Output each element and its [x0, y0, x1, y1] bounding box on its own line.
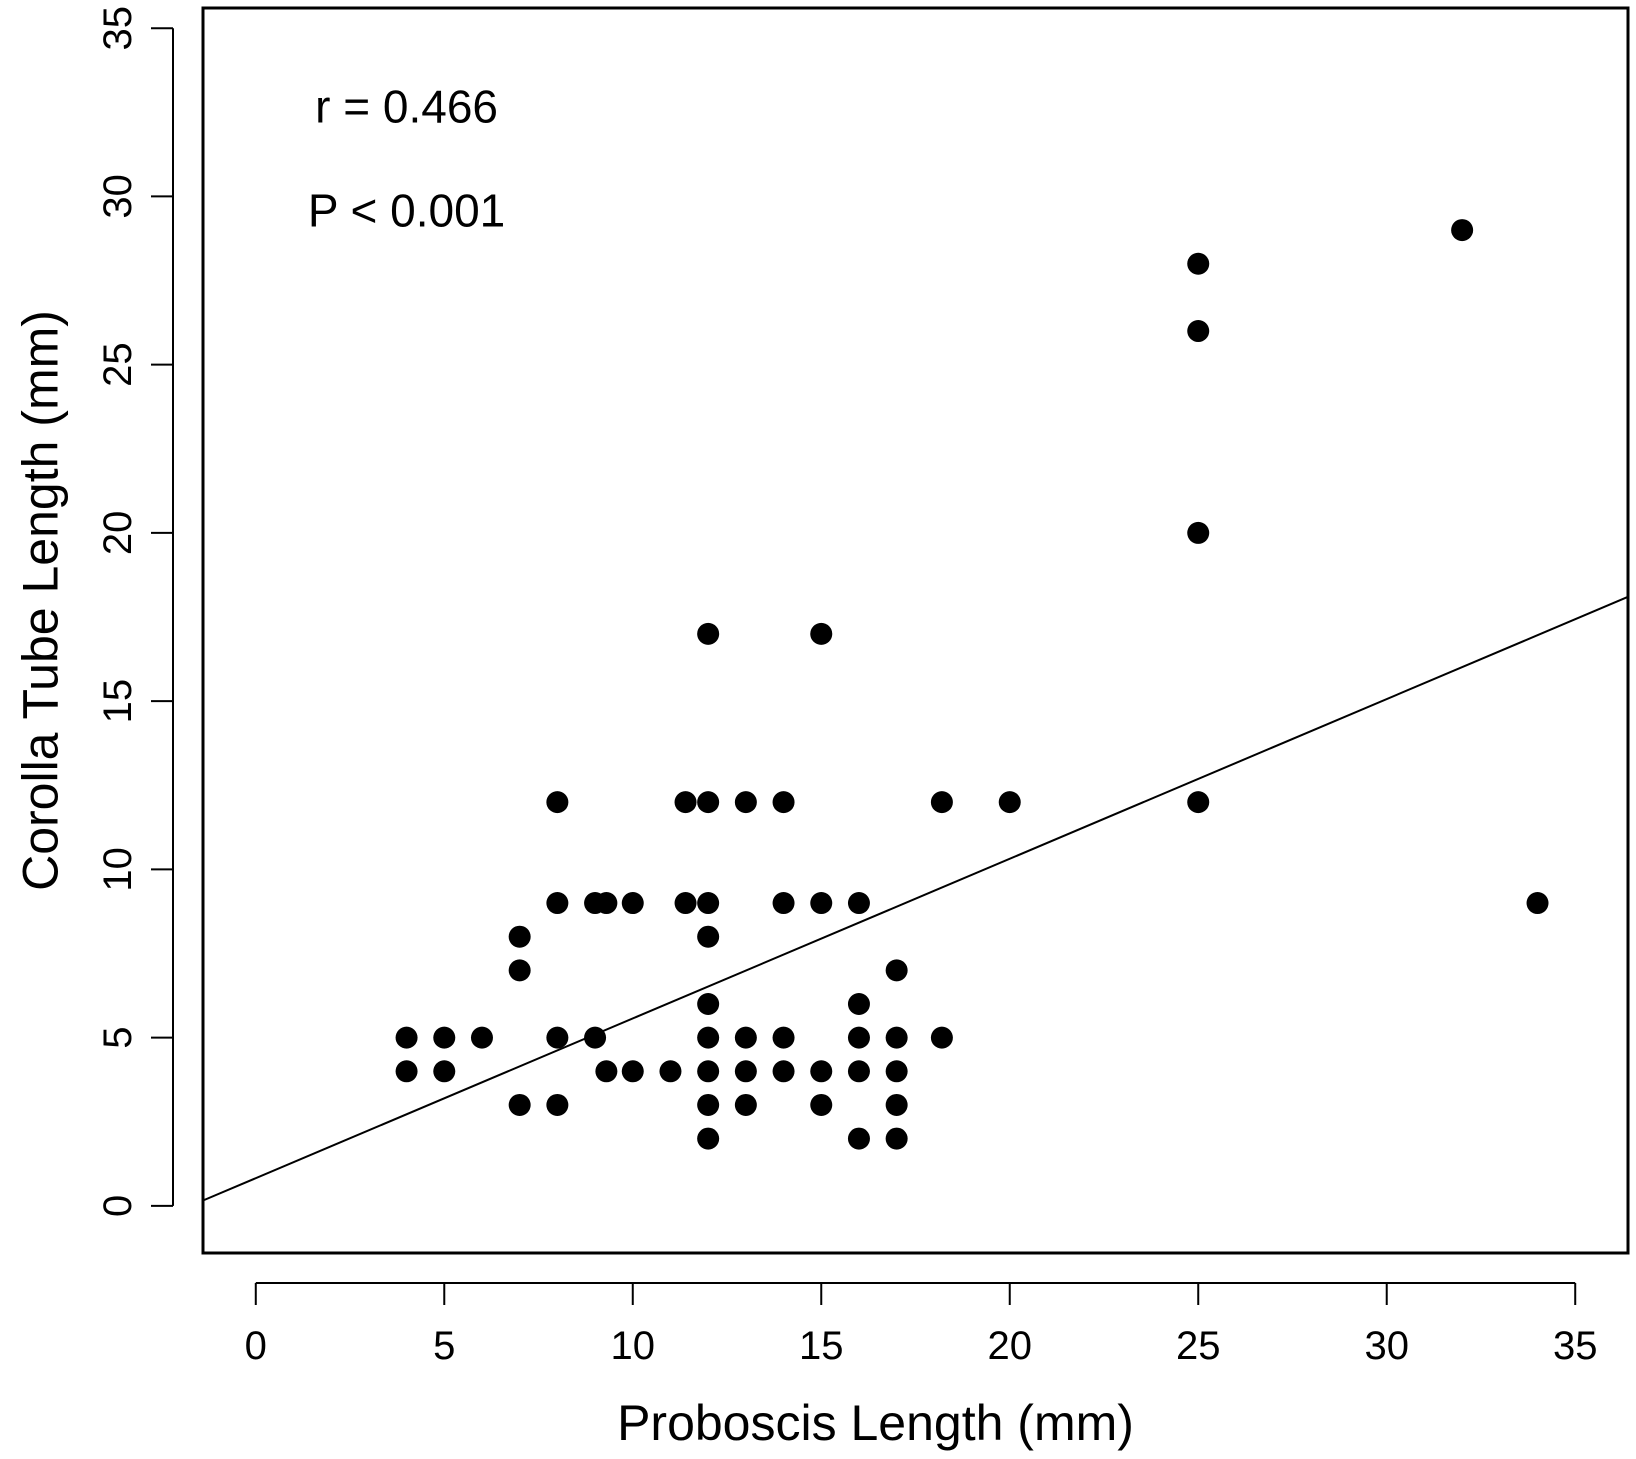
x-tick-label: 20 [987, 1324, 1032, 1368]
y-tick-label: 20 [96, 511, 140, 556]
data-point [674, 892, 697, 915]
data-point [508, 1093, 531, 1116]
data-point [595, 1060, 618, 1083]
regression-line [202, 595, 1629, 1202]
data-point [546, 1026, 569, 1049]
data-point [885, 1026, 908, 1049]
data-point [885, 1060, 908, 1083]
x-axis-label: Proboscis Length (mm) [617, 1395, 1134, 1451]
data-point [772, 1060, 795, 1083]
data-point [810, 622, 833, 645]
y-tick-label: 5 [96, 1027, 140, 1049]
y-axis-label: Corolla Tube Length (mm) [13, 310, 69, 891]
y-tick-label: 15 [96, 679, 140, 724]
data-point [470, 1026, 493, 1049]
data-point [810, 892, 833, 915]
data-point [697, 1060, 720, 1083]
x-axis: 0 5 10 15 20 25 30 35 [245, 1282, 1598, 1368]
y-tick-label: 0 [96, 1195, 140, 1217]
data-point [674, 791, 697, 814]
data-point [697, 622, 720, 645]
plot-frame [201, 6, 1630, 1255]
y-tick-label: 25 [96, 342, 140, 387]
data-point [395, 1026, 418, 1049]
data-point [697, 892, 720, 915]
data-point [621, 892, 644, 915]
annotations: r = 0.466 P < 0.001 [308, 80, 505, 236]
data-point [885, 959, 908, 982]
data-point [734, 791, 757, 814]
data-point [433, 1026, 456, 1049]
data-point [697, 993, 720, 1015]
data-point [546, 791, 569, 814]
x-tick-label: 0 [245, 1324, 267, 1368]
x-tick-label: 10 [611, 1324, 656, 1368]
annotation-text: r = 0.466 [315, 80, 498, 132]
data-points [395, 219, 1549, 1150]
data-point [847, 1026, 870, 1049]
x-tick-label: 30 [1364, 1324, 1409, 1368]
data-point [847, 1127, 870, 1150]
data-point [847, 993, 870, 1015]
data-point [772, 892, 795, 915]
data-point [772, 1026, 795, 1049]
data-point [734, 1026, 757, 1049]
data-point [697, 925, 720, 948]
y-tick-label: 35 [96, 6, 140, 51]
data-point [595, 892, 618, 915]
data-point [697, 1127, 720, 1150]
data-point [546, 1093, 569, 1116]
data-point [998, 791, 1021, 814]
data-point [546, 892, 569, 915]
data-point [847, 1060, 870, 1083]
data-point [885, 1093, 908, 1116]
y-axis: 0 5 10 15 20 25 30 35 [96, 6, 174, 1217]
data-point [659, 1060, 682, 1083]
annotation-text: P < 0.001 [308, 185, 505, 237]
data-point [1451, 219, 1474, 242]
data-point [1526, 892, 1549, 915]
x-tick-label: 25 [1176, 1324, 1221, 1368]
data-point [930, 791, 953, 814]
x-tick-label: 35 [1553, 1324, 1598, 1368]
data-point [885, 1127, 908, 1150]
data-point [810, 1093, 833, 1116]
y-tick-label: 30 [96, 174, 140, 219]
data-point [1187, 320, 1210, 343]
data-point [1187, 521, 1210, 544]
data-point [697, 791, 720, 814]
data-point [930, 1026, 953, 1049]
data-point [697, 1093, 720, 1116]
data-point [1187, 252, 1210, 275]
data-point [508, 959, 531, 982]
x-tick-label: 15 [799, 1324, 844, 1368]
data-point [1187, 791, 1210, 814]
y-tick-label: 10 [96, 847, 140, 892]
data-point [621, 1060, 644, 1083]
data-point [772, 791, 795, 814]
data-point [810, 1060, 833, 1083]
x-tick-label: 5 [433, 1324, 455, 1368]
data-point [734, 1093, 757, 1116]
data-point [734, 1060, 757, 1083]
data-point [697, 1026, 720, 1049]
data-point [508, 925, 531, 948]
data-point [584, 1026, 607, 1049]
data-point [395, 1060, 418, 1083]
data-point [433, 1060, 456, 1083]
data-point [847, 892, 870, 915]
